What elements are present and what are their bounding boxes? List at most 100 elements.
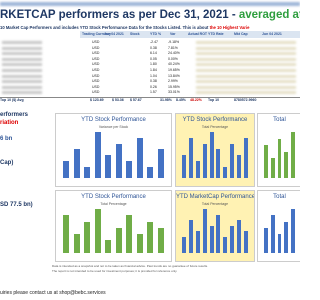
- bar: [126, 160, 133, 178]
- bar: [277, 138, 282, 178]
- table-cell: 0.26: [150, 84, 157, 89]
- bar: [284, 221, 289, 253]
- bar: [195, 160, 201, 178]
- table-cell: 6.14: [150, 51, 157, 56]
- blurred-name: [2, 57, 42, 61]
- total-line: [0, 97, 300, 98]
- bar: [105, 240, 112, 253]
- left-text: SD 77.5 bn): [0, 202, 33, 208]
- bar: [136, 137, 143, 178]
- blurred-cell: [196, 74, 296, 78]
- bar: [223, 236, 228, 253]
- table-cell: 40.24%: [168, 62, 180, 67]
- bar: [136, 234, 143, 253]
- title-text: RKETCAP performers as per Dec 31, 2021 -: [0, 9, 236, 21]
- chart-title: YTD Stock Performance: [182, 117, 248, 123]
- blurred-name: [2, 41, 42, 44]
- table-header: Trading Currency: [82, 32, 111, 36]
- bar: [105, 155, 112, 178]
- bar: [236, 155, 241, 178]
- blurred-name: [2, 52, 42, 56]
- total-cell: Top 10 ($) Avg: [0, 98, 24, 102]
- bar: [189, 220, 194, 253]
- total-cell: $ 123.69: [90, 98, 104, 102]
- total-cell: 48.22%: [190, 98, 202, 102]
- table-cell: 19.65%: [168, 68, 180, 72]
- chart-subtitle: Variance per Stock: [98, 125, 129, 129]
- bar: [63, 215, 70, 253]
- blurred-name: [2, 80, 42, 84]
- blurred-cell: [196, 91, 296, 95]
- bar: [157, 227, 164, 253]
- table-cell: -9.18%: [168, 40, 180, 44]
- blurred-name: [2, 91, 42, 95]
- table: Trading Currency Jun 04 2021 Stock YTD % Var…: [0, 31, 300, 106]
- table-cell: USD: [92, 51, 100, 56]
- bar: [189, 137, 194, 178]
- table-cell: 1.04: [150, 73, 157, 78]
- chart-title: YTD Stock Performance: [81, 117, 146, 123]
- table-header: Jun 04 2021: [104, 32, 124, 36]
- bar: [284, 151, 289, 178]
- blurred-name: [2, 74, 42, 78]
- bar: [147, 166, 154, 178]
- chart-subtitle: Total Percentage: [100, 202, 127, 206]
- page: RKETCAP performers as per Dec 31, 2021 -…: [0, 2, 300, 296]
- table-header: Stock: [130, 32, 140, 36]
- blurred-cell: [196, 57, 296, 61]
- table-cell: USD: [92, 68, 100, 72]
- bar: [94, 132, 101, 178]
- table-cell: USD: [92, 56, 100, 61]
- bar: [223, 166, 228, 178]
- bar: [229, 143, 235, 178]
- bar: [73, 234, 80, 253]
- bar: [202, 143, 207, 178]
- chart-panel: YTD Stock Performance Variance per Stock: [55, 113, 172, 187]
- title: RKETCAP performers as per Dec 31, 2021 -…: [0, 9, 300, 21]
- chart-subtitle: Total Percentage: [201, 125, 229, 129]
- bar: [216, 149, 221, 178]
- blurred-name: [2, 69, 42, 72]
- chart-panel: YTD MarketCap Performance Total Percentag…: [175, 190, 255, 262]
- subtitle-text: 10 Market Cap Performers and includes YT…: [0, 25, 209, 30]
- bar: [270, 215, 275, 253]
- total-cell: $ 57.67: [130, 98, 142, 102]
- bar: [84, 221, 91, 253]
- table-cell: 13.84%: [168, 73, 180, 78]
- bar: [290, 132, 295, 178]
- blurred-name: [2, 85, 42, 89]
- table-cell: 0.38: [150, 79, 157, 84]
- subtitle: 10 Market Cap Performers and includes YT…: [0, 25, 249, 30]
- bar: [216, 214, 221, 253]
- blurred-cell: [196, 52, 296, 56]
- table-cell: USD: [92, 90, 100, 95]
- table-cell: 1.84: [150, 68, 157, 72]
- table-cell: 0.00%: [168, 56, 178, 61]
- total-cell: 8.45%: [176, 98, 186, 102]
- bar: [290, 209, 295, 253]
- table-header: YTD %: [150, 32, 162, 36]
- subtitle-highlight: the 10 Highest Varie: [209, 25, 250, 30]
- footnote: The report is not intended to be used fo…: [52, 269, 178, 273]
- bar: [264, 145, 269, 178]
- total-cell: Top 10: [208, 98, 220, 102]
- bar: [73, 149, 80, 178]
- table-header: Mkt Cap: [234, 32, 248, 36]
- table-cell: USD: [92, 62, 100, 67]
- blurred-name: [2, 63, 42, 67]
- bar: [115, 227, 122, 253]
- left-panel: erformers riation 6 bn Cap) SD 77.5 bn): [0, 112, 52, 272]
- table-cell: 15.95%: [168, 84, 180, 89]
- blurred-cell: [196, 80, 296, 84]
- blurred-cell: [196, 69, 296, 72]
- chart-panel: YTD Stock Performance Total Percentage: [55, 190, 172, 262]
- bar: [202, 209, 207, 253]
- left-text: riation: [0, 120, 19, 126]
- left-text: Cap): [0, 160, 14, 166]
- blurred-cell: [196, 46, 296, 50]
- total-cell: 8780572.9960: [234, 98, 257, 102]
- chart-subtitle: Total Percentage: [201, 202, 229, 206]
- footnote: Data is intended as a snapshot and not t…: [52, 264, 208, 268]
- blurred-cell: [196, 63, 296, 67]
- bar: [270, 158, 275, 178]
